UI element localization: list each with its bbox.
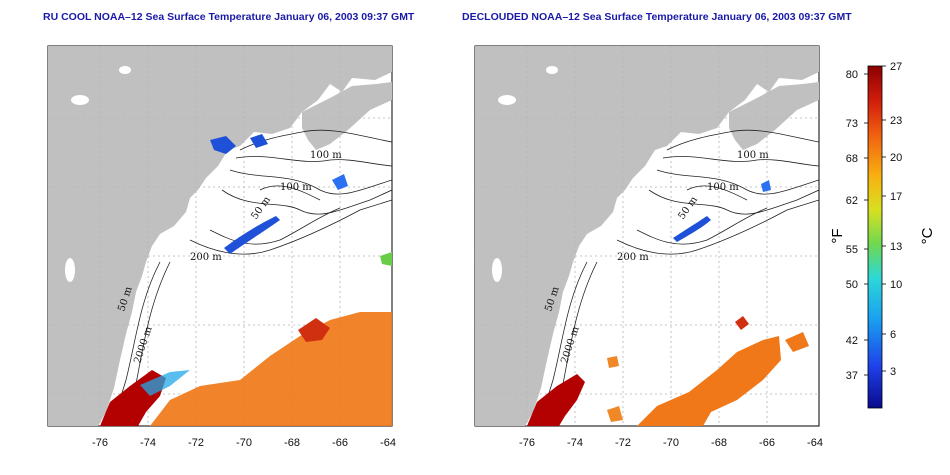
- lon-tick: -64: [807, 437, 823, 449]
- legend-tick-c: 13: [890, 241, 902, 253]
- land-nova-scotia: [729, 82, 819, 150]
- sst-warm-patch: [607, 406, 623, 422]
- lake: [546, 66, 558, 74]
- lon-tick: -74: [140, 437, 156, 449]
- lon-tick: -64: [380, 437, 396, 449]
- lon-tick: -70: [663, 437, 679, 449]
- legend-tick-f: 37: [846, 370, 858, 382]
- lon-tick: -66: [759, 437, 775, 449]
- contour-label-100m: 100 m: [310, 150, 342, 161]
- lake: [498, 95, 516, 105]
- lon-tick: -72: [188, 437, 204, 449]
- contour-label-100m: 100 m: [737, 150, 769, 161]
- legend-tick-c: 3: [890, 366, 896, 378]
- sst-red-patch: [298, 318, 330, 342]
- lake: [119, 66, 131, 74]
- left-map-title: RU COOL NOAA–12 Sea Surface Temperature …: [43, 11, 415, 23]
- lon-tick: -72: [615, 437, 631, 449]
- legend-tick-c: 27: [890, 61, 902, 73]
- legend-tick-c: 17: [890, 191, 902, 203]
- lake: [65, 258, 75, 282]
- right-map-title: DECLOUDED NOAA–12 Sea Surface Temperatur…: [462, 11, 852, 23]
- lon-tick: -68: [284, 437, 300, 449]
- legend-tick-c: 20: [890, 152, 902, 164]
- sst-warm-patch: [150, 312, 392, 426]
- legend-tick-f: 80: [846, 69, 858, 81]
- legend-tick-c: 10: [890, 279, 902, 291]
- contour-label-100m: 100 m: [707, 182, 739, 193]
- land-nova-scotia: [302, 82, 392, 150]
- sst-cool-patch: [761, 180, 771, 192]
- sst-cool-patch: [210, 136, 236, 154]
- sst-red-patch: [735, 316, 749, 330]
- legend-tick-f: 68: [846, 153, 858, 165]
- lake: [71, 95, 89, 105]
- legend-tick-f: 42: [846, 335, 858, 347]
- legend-unit-celsius: °C: [919, 227, 936, 244]
- sst-cool-patch: [332, 174, 348, 190]
- legend-tick-c: 23: [890, 115, 902, 127]
- sst-hot-patch: [527, 374, 585, 426]
- sst-warm-patch: [607, 356, 619, 368]
- sst-warm-patch: [785, 332, 809, 352]
- lon-tick: -76: [519, 437, 535, 449]
- sst-cool-streak: [224, 216, 280, 254]
- legend-unit-fahrenheit: °F: [829, 228, 846, 243]
- left-map: 100 m 100 m 50 m 200 m 50 m 2000 m -76 -…: [47, 45, 396, 449]
- lon-tick: -76: [92, 437, 108, 449]
- sst-cool-patch: [250, 134, 268, 148]
- sst-green-patch: [380, 252, 392, 266]
- sst-cool-fringe: [140, 370, 190, 396]
- legend-tick-f: 62: [846, 195, 858, 207]
- legend-tick-f: 50: [846, 279, 858, 291]
- land-mass: [48, 46, 392, 426]
- color-bar: [867, 65, 883, 409]
- right-map: 100 m 100 m 50 m 200 m 50 m 2000 m -76 -…: [474, 45, 823, 449]
- lon-tick: -68: [711, 437, 727, 449]
- lake: [492, 258, 502, 282]
- lon-tick: -70: [236, 437, 252, 449]
- legend-tick-c: 6: [890, 329, 896, 341]
- color-legend: 80 73 68 62 55 50 42 37 27 23 20 17 13 1…: [829, 61, 936, 409]
- lon-tick: -74: [567, 437, 583, 449]
- land-mass: [475, 46, 819, 426]
- legend-tick-f: 55: [846, 244, 858, 256]
- legend-tick-f: 73: [846, 118, 858, 130]
- contour-label-200m: 200 m: [617, 252, 649, 263]
- sst-warm-patch: [637, 336, 781, 426]
- contour-label-100m: 100 m: [280, 182, 312, 193]
- lon-tick: -66: [332, 437, 348, 449]
- sst-cool-streak: [673, 216, 711, 242]
- contour-label-200m: 200 m: [190, 252, 222, 263]
